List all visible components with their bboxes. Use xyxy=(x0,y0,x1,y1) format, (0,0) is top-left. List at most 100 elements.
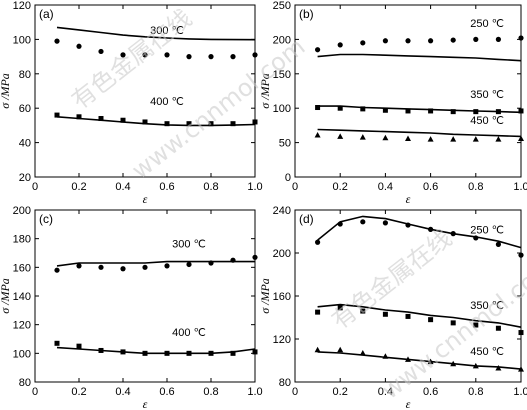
fit-line xyxy=(317,215,522,249)
panel-label: (d) xyxy=(299,212,314,226)
data-point-triangle xyxy=(427,136,434,142)
y-tick-label: 160 xyxy=(273,291,291,303)
y-tick-label: 80 xyxy=(19,69,31,81)
x-tick-label: 1.0 xyxy=(247,386,262,398)
y-axis-label: σ /MPa xyxy=(0,278,12,314)
y-tick-label: 100 xyxy=(273,103,291,115)
data-point-circle xyxy=(360,219,366,225)
data-point-triangle xyxy=(382,134,389,141)
data-point-circle xyxy=(252,52,258,58)
data-point-square xyxy=(405,313,411,319)
plot-frame xyxy=(294,4,522,178)
temperature-label: 400 ℃ xyxy=(172,327,206,339)
data-point-square xyxy=(315,105,321,111)
data-point-circle xyxy=(76,263,82,269)
y-tick-label: 150 xyxy=(273,69,291,81)
data-point-square xyxy=(450,320,456,326)
y-tick-label: 160 xyxy=(13,262,31,274)
data-point-circle xyxy=(54,38,60,44)
y-tick-label: 120 xyxy=(13,320,31,332)
data-point-circle xyxy=(337,42,343,48)
y-tick-label: 20 xyxy=(19,172,31,184)
data-point-square xyxy=(76,114,82,120)
data-point-triangle xyxy=(518,135,524,141)
panel-label: (a) xyxy=(39,7,54,21)
data-point-circle xyxy=(186,54,192,60)
data-point-circle xyxy=(142,52,148,58)
data-point-square xyxy=(54,112,60,118)
data-point-triangle xyxy=(472,136,479,142)
panel-1: 0 0.2 0.4 0.6 0.8 1.0 0 50 100 150 200 250 ε σ /MPa (b… xyxy=(258,0,527,206)
y-axis-label: σ /MPa xyxy=(258,73,272,109)
panel-0: 0 0.2 0.4 0.6 0.8 1.0 20 40 60 80 100 120 ε σ /MPa (a)… xyxy=(0,0,263,206)
data-point-triangle xyxy=(314,346,321,353)
data-point-square xyxy=(252,349,258,355)
x-axis-label: ε xyxy=(406,397,411,410)
y-axis-label: σ /MPa xyxy=(258,278,272,314)
data-point-circle xyxy=(405,38,411,44)
data-point-square xyxy=(142,119,148,125)
y-tick-label: 240 xyxy=(273,205,291,217)
x-tick-label: 1.0 xyxy=(247,181,262,193)
data-point-circle xyxy=(230,54,236,60)
x-tick-label: 0.4 xyxy=(115,181,130,193)
y-tick-label: 180 xyxy=(13,234,31,246)
data-point-circle xyxy=(76,43,82,49)
data-point-circle xyxy=(315,239,321,245)
y-tick-label: 200 xyxy=(273,34,291,46)
x-tick-label: 0.8 xyxy=(468,181,483,193)
temperature-label: 300 ℃ xyxy=(172,238,206,250)
data-point-square xyxy=(518,330,524,336)
y-tick-label: 200 xyxy=(273,248,291,260)
temperature-label: 400 ℃ xyxy=(150,96,184,108)
data-point-circle xyxy=(252,254,258,260)
data-point-square xyxy=(230,121,236,127)
x-tick-label: 0 xyxy=(32,386,38,398)
data-point-square xyxy=(208,121,214,127)
x-axis-label: ε xyxy=(143,397,148,410)
data-point-triangle xyxy=(337,346,344,353)
plot-frame xyxy=(34,4,256,178)
data-point-square xyxy=(98,116,104,122)
temperature-label: 450 ℃ xyxy=(470,115,504,127)
fit-line xyxy=(317,303,522,328)
data-point-triangle xyxy=(450,136,457,142)
data-point-square xyxy=(360,106,366,112)
data-point-circle xyxy=(382,38,388,44)
data-point-square xyxy=(518,108,524,114)
data-point-square xyxy=(473,322,479,328)
data-point-circle xyxy=(360,40,366,46)
data-point-square xyxy=(120,117,126,123)
data-point-triangle xyxy=(359,134,366,140)
x-tick-label: 0.6 xyxy=(159,386,174,398)
data-point-circle xyxy=(473,36,479,43)
x-tick-label: 0.6 xyxy=(159,181,174,193)
panel-label: (b) xyxy=(299,7,314,21)
watermark-cn: 有色金属在线 xyxy=(326,224,457,335)
data-point-circle xyxy=(428,38,434,44)
fit-line xyxy=(317,105,522,114)
plot-frame xyxy=(34,209,256,383)
temperature-label: 350 ℃ xyxy=(470,300,504,312)
panel-label: (c) xyxy=(39,212,53,226)
data-point-square xyxy=(337,105,343,111)
x-tick-label: 0 xyxy=(292,386,298,398)
data-point-circle xyxy=(164,52,170,58)
data-point-square xyxy=(76,343,82,349)
data-point-triangle xyxy=(495,136,502,142)
data-point-square xyxy=(337,305,343,311)
x-tick-label: 1.0 xyxy=(513,386,527,398)
y-tick-label: 50 xyxy=(279,138,291,150)
x-tick-label: 0 xyxy=(32,181,38,193)
data-point-circle xyxy=(315,47,321,53)
x-tick-label: 0.8 xyxy=(468,386,483,398)
y-tick-label: 100 xyxy=(13,348,31,360)
temperature-label: 450 ℃ xyxy=(470,346,504,358)
x-tick-label: 0.6 xyxy=(423,386,438,398)
y-tick-label: 120 xyxy=(273,334,291,346)
data-point-square xyxy=(495,325,501,331)
data-point-circle xyxy=(98,48,104,55)
y-tick-label: 120 xyxy=(13,0,31,12)
data-point-circle xyxy=(495,241,501,247)
